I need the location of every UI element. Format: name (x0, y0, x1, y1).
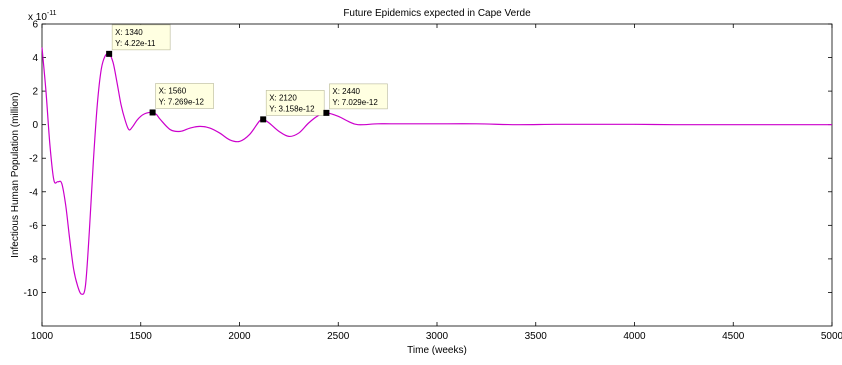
datatip-marker (260, 116, 267, 123)
y-multiplier-label: x 10-11 (28, 10, 57, 23)
datatip-box (265, 90, 325, 116)
x-tick-label: 1000 (31, 331, 54, 342)
datatip-y-label: Y: 4.22e-11 (115, 39, 156, 48)
datatip-x-label: X: 1340 (115, 28, 143, 37)
y-axis-ticks: -10 -8 -6 -4 -2 0 2 4 6 (24, 20, 832, 299)
x-axis-ticks: 1000 1500 2000 2500 3000 3500 4000 4500 5000 (31, 24, 842, 342)
datatip-marker (323, 109, 330, 116)
y-tick-label: 6 (32, 20, 38, 31)
x-tick-label: 2500 (327, 331, 350, 342)
series-line (41, 47, 832, 295)
datatip-x-label: X: 1560 (159, 86, 187, 95)
y-tick-label: -10 (24, 288, 39, 299)
y-tick-label: -8 (29, 254, 38, 265)
y-axis-label: Infectious Human Population (million) (10, 92, 21, 258)
plot-area (41, 23, 833, 327)
x-tick-label: 5000 (821, 331, 842, 342)
x-tick-label: 4000 (623, 331, 646, 342)
datatip-x-label: X: 2440 (332, 87, 360, 96)
datatip-x-label: X: 2120 (269, 93, 297, 102)
datatips: X: 1340 Y: 4.22e-11 X: 1560 Y: 7.269e-12 X: … (106, 24, 388, 123)
y-tick-label: 4 (32, 53, 38, 64)
y-tick-label: 2 (32, 87, 38, 98)
datatip-marker (149, 109, 156, 116)
y-tick-label: -6 (29, 221, 38, 232)
x-axis-label: Time (weeks) (407, 345, 467, 356)
x-tick-label: 4500 (722, 331, 745, 342)
datatip-marker (106, 50, 113, 57)
y-tick-label: 0 (32, 120, 38, 131)
datatip-y-label: Y: 7.029e-12 (332, 98, 378, 107)
chart-title: Future Epidemics expected in Cape Verde (343, 8, 531, 19)
y-tick-label: -2 (29, 154, 38, 165)
datatip-y-label: Y: 3.158e-12 (269, 104, 315, 113)
y-tick-label: -4 (29, 187, 38, 198)
datatip-box (111, 24, 171, 51)
x-tick-label: 1500 (130, 331, 153, 342)
datatip-box (155, 83, 214, 109)
datatip-y-label: Y: 7.269e-12 (159, 97, 205, 106)
datatip-box (329, 83, 388, 110)
x-tick-label: 3500 (525, 331, 548, 342)
y-multiplier-exponent: -11 (47, 10, 57, 17)
x-tick-label: 2000 (228, 331, 251, 342)
x-tick-label: 3000 (426, 331, 449, 342)
